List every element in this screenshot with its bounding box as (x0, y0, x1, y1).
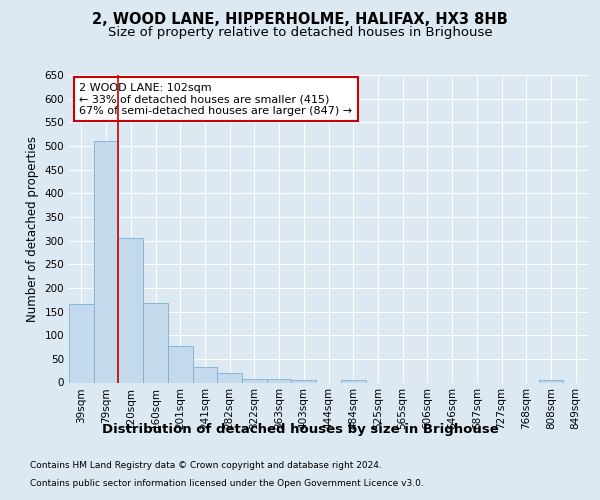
Text: Contains HM Land Registry data © Crown copyright and database right 2024.: Contains HM Land Registry data © Crown c… (30, 461, 382, 470)
Bar (118, 238, 143, 382)
Bar (143, 303, 168, 382)
Bar (168, 346, 193, 383)
Text: 2, WOOD LANE, HIPPERHOLME, HALIFAX, HX3 8HB: 2, WOOD LANE, HIPPERHOLME, HALIFAX, HX3 … (92, 12, 508, 28)
Bar (292, 380, 316, 382)
Bar (539, 380, 563, 382)
Bar (217, 373, 242, 382)
Text: Size of property relative to detached houses in Brighouse: Size of property relative to detached ho… (107, 26, 493, 39)
Bar (193, 368, 217, 382)
Bar (267, 379, 292, 382)
Bar (94, 141, 118, 382)
Bar (341, 380, 365, 382)
Text: 2 WOOD LANE: 102sqm
← 33% of detached houses are smaller (415)
67% of semi-detac: 2 WOOD LANE: 102sqm ← 33% of detached ho… (79, 82, 353, 116)
Text: Contains public sector information licensed under the Open Government Licence v3: Contains public sector information licen… (30, 478, 424, 488)
Bar (242, 379, 267, 382)
Bar (69, 304, 94, 382)
Text: Distribution of detached houses by size in Brighouse: Distribution of detached houses by size … (101, 422, 499, 436)
Y-axis label: Number of detached properties: Number of detached properties (26, 136, 39, 322)
